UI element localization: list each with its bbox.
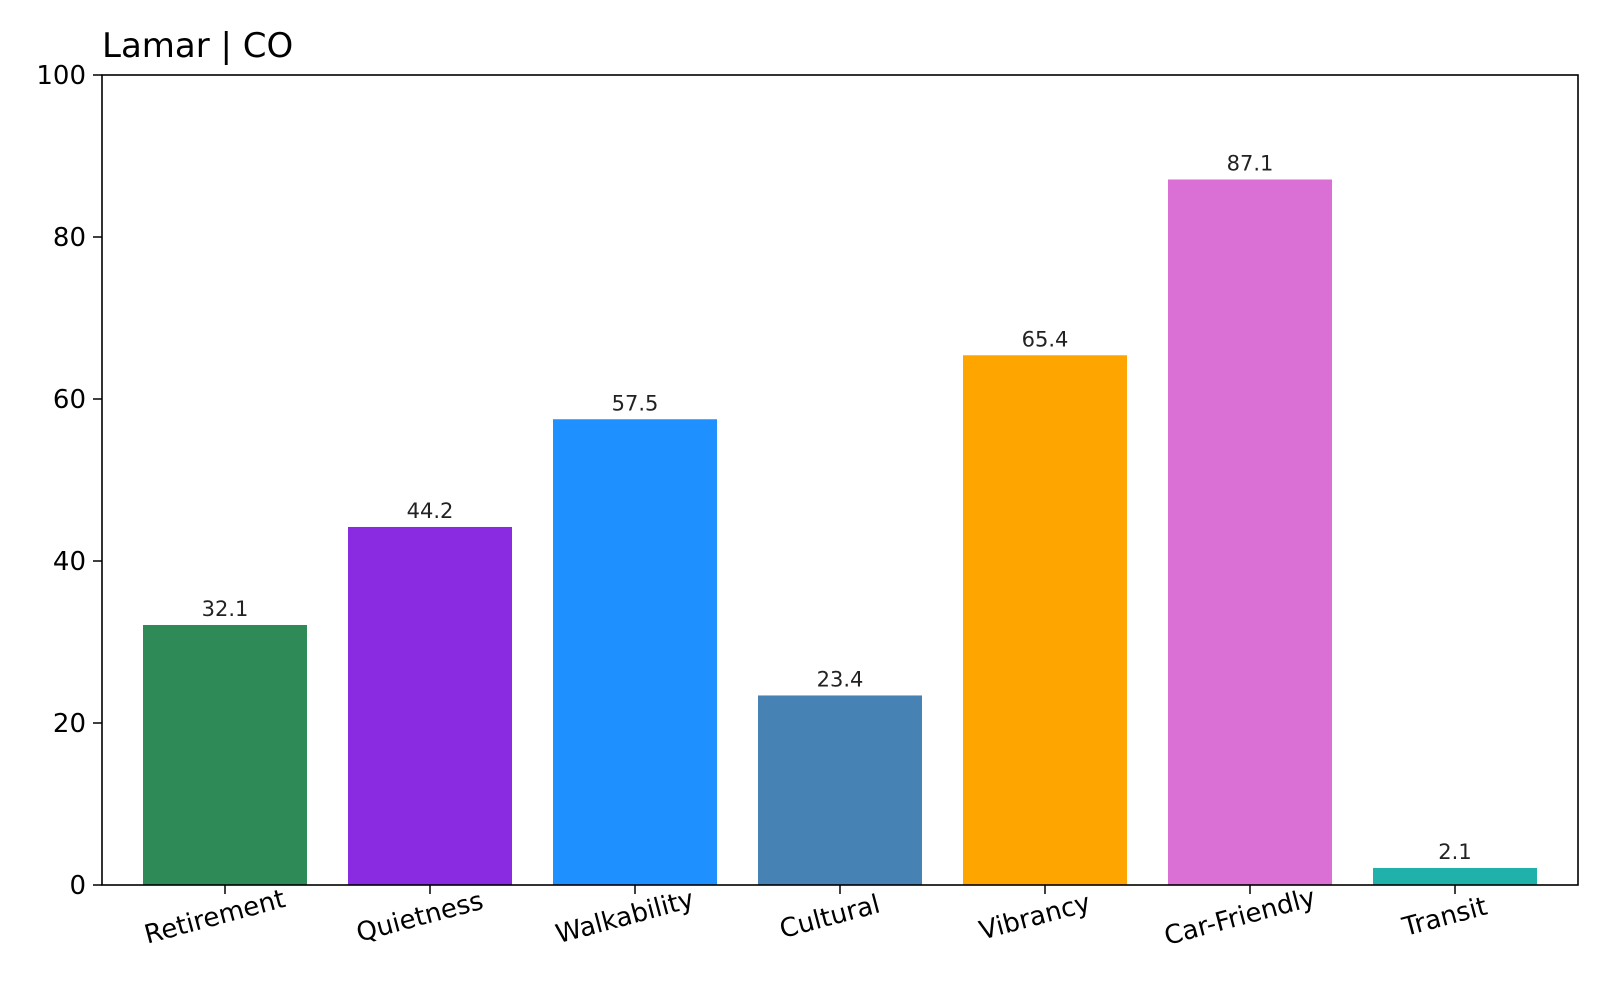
- x-tick-label-retirement: Retirement: [141, 884, 288, 950]
- bar-vibrancy: [963, 355, 1127, 885]
- bar-car-friendly: [1168, 179, 1332, 886]
- data-label-retirement: 32.1: [202, 597, 249, 621]
- y-tick-label: 0: [69, 871, 86, 901]
- data-label-car-friendly: 87.1: [1227, 151, 1274, 175]
- data-label-walkability: 57.5: [612, 391, 659, 415]
- data-labels-group: 32.1 44.2 57.5 23.4 65.4 87.1 2.1: [202, 151, 1472, 864]
- data-label-vibrancy: 65.4: [1022, 327, 1069, 351]
- x-tick-label-cultural: Cultural: [777, 890, 884, 945]
- bars-group: [143, 179, 1537, 886]
- data-label-transit: 2.1: [1438, 840, 1471, 864]
- y-tick-label: 80: [53, 223, 86, 253]
- data-label-quietness: 44.2: [407, 499, 454, 523]
- y-tick-label: 20: [53, 709, 86, 739]
- y-tick-label: 60: [53, 385, 86, 415]
- y-tick-label: 100: [36, 61, 86, 91]
- x-tick-label-walkability: Walkability: [553, 884, 697, 950]
- bar-cultural: [758, 695, 922, 885]
- x-axis: Retirement Quietness Walkability Cultural Vi…: [141, 883, 1490, 952]
- x-tick-label-vibrancy: Vibrancy: [976, 888, 1094, 946]
- bar-retirement: [143, 624, 307, 885]
- y-axis: 0 20 40 60 80 100: [36, 61, 102, 901]
- bar-quietness: [348, 526, 512, 885]
- chart-title: Lamar | CO: [102, 26, 293, 66]
- bar-transit: [1373, 867, 1537, 885]
- y-tick-label: 40: [53, 547, 86, 577]
- x-tick-label-transit: Transit: [1398, 892, 1490, 944]
- x-tick-label-car-friendly: Car-Friendly: [1161, 883, 1319, 952]
- bar-walkability: [553, 419, 717, 885]
- data-label-cultural: 23.4: [817, 667, 864, 691]
- x-tick-label-quietness: Quietness: [353, 886, 486, 949]
